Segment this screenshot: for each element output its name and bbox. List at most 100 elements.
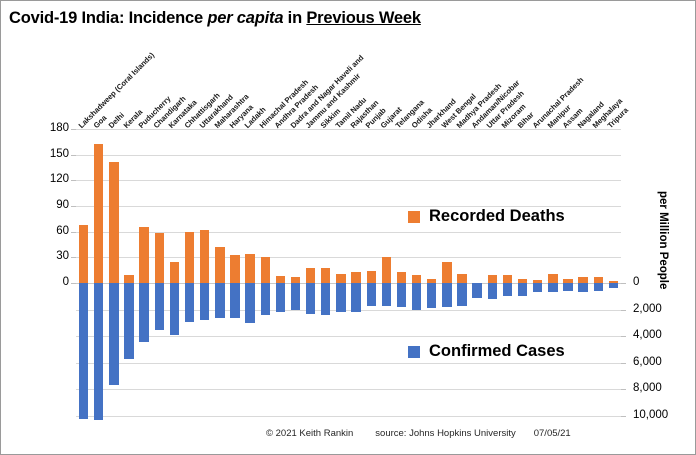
bar-recorded-deaths[interactable] [169,262,180,283]
bar-group[interactable] [502,129,513,416]
bar-recorded-deaths[interactable] [78,224,89,283]
bar-group[interactable] [230,129,240,416]
bar-recorded-deaths[interactable] [290,277,301,283]
bar-recorded-deaths[interactable] [184,231,195,283]
bar-recorded-deaths[interactable] [336,273,346,283]
bar-group[interactable] [94,129,104,420]
bar-recorded-deaths[interactable] [442,262,452,283]
bar-recorded-deaths[interactable] [321,268,331,283]
bar-confirmed-cases[interactable] [275,283,286,313]
bar-recorded-deaths[interactable] [533,280,543,283]
bar-confirmed-cases[interactable] [154,283,164,330]
bar-confirmed-cases[interactable] [94,283,104,420]
bar-recorded-deaths[interactable] [260,257,270,283]
bar-recorded-deaths[interactable] [427,278,437,283]
bar-confirmed-cases[interactable] [411,283,422,310]
bar-group[interactable] [154,129,164,416]
bar-group[interactable] [215,129,225,416]
bar-group[interactable] [442,129,452,416]
bar-recorded-deaths[interactable] [94,143,104,283]
bar-confirmed-cases[interactable] [366,283,376,306]
bar-confirmed-cases[interactable] [548,283,558,293]
bar-group[interactable] [548,129,558,416]
bar-confirmed-cases[interactable] [169,283,180,335]
bar-group[interactable] [517,129,528,416]
bar-group[interactable] [533,129,543,416]
bar-group[interactable] [472,129,482,416]
bar-confirmed-cases[interactable] [321,283,331,315]
bar-recorded-deaths[interactable] [593,277,603,283]
bar-group[interactable] [351,129,361,416]
bar-recorded-deaths[interactable] [199,229,210,283]
bar-group[interactable] [169,129,180,416]
bar-group[interactable] [563,129,573,416]
bar-group[interactable] [487,129,497,416]
bar-group[interactable] [381,129,392,416]
bar-confirmed-cases[interactable] [290,283,301,310]
bar-group[interactable] [457,129,467,416]
bar-group[interactable] [608,129,619,416]
bar-recorded-deaths[interactable] [548,273,558,283]
bar-group[interactable] [305,129,316,416]
bar-group[interactable] [366,129,376,416]
bar-group[interactable] [396,129,407,416]
bar-confirmed-cases[interactable] [184,283,195,322]
bar-confirmed-cases[interactable] [245,283,255,323]
bar-recorded-deaths[interactable] [109,161,119,283]
bar-group[interactable] [109,129,119,416]
bar-group[interactable] [78,129,89,419]
bar-confirmed-cases[interactable] [457,283,467,306]
bar-confirmed-cases[interactable] [427,283,437,309]
bar-group[interactable] [290,129,301,416]
bar-confirmed-cases[interactable] [381,283,392,306]
bar-confirmed-cases[interactable] [593,283,603,291]
bar-recorded-deaths[interactable] [366,271,376,283]
bar-confirmed-cases[interactable] [124,283,134,359]
bar-confirmed-cases[interactable] [487,283,497,299]
bar-recorded-deaths[interactable] [139,227,149,283]
bar-recorded-deaths[interactable] [563,278,573,283]
bar-recorded-deaths[interactable] [457,273,467,283]
bar-group[interactable] [427,129,437,416]
bar-recorded-deaths[interactable] [578,277,588,283]
bar-group[interactable] [336,129,346,416]
bar-group[interactable] [578,129,588,416]
bar-confirmed-cases[interactable] [230,283,240,318]
bar-recorded-deaths[interactable] [502,275,513,283]
bar-group[interactable] [124,129,134,416]
bar-recorded-deaths[interactable] [517,278,528,283]
bar-recorded-deaths[interactable] [396,271,407,283]
bar-group[interactable] [199,129,210,416]
bar-confirmed-cases[interactable] [139,283,149,342]
bar-recorded-deaths[interactable] [275,276,286,283]
bar-confirmed-cases[interactable] [442,283,452,307]
bar-recorded-deaths[interactable] [608,281,619,283]
bar-group[interactable] [245,129,255,416]
bar-recorded-deaths[interactable] [351,271,361,283]
bar-confirmed-cases[interactable] [351,283,361,313]
bar-confirmed-cases[interactable] [305,283,316,314]
bar-confirmed-cases[interactable] [109,283,119,386]
bar-confirmed-cases[interactable] [396,283,407,307]
bar-recorded-deaths[interactable] [215,247,225,283]
bar-confirmed-cases[interactable] [608,283,619,289]
bar-group[interactable] [593,129,603,416]
bar-recorded-deaths[interactable] [381,257,392,283]
bar-confirmed-cases[interactable] [533,283,543,293]
bar-recorded-deaths[interactable] [487,275,497,283]
bar-confirmed-cases[interactable] [199,283,210,321]
bar-recorded-deaths[interactable] [305,267,316,283]
bar-group[interactable] [260,129,270,416]
bar-recorded-deaths[interactable] [154,233,164,283]
bar-confirmed-cases[interactable] [472,283,482,298]
bar-confirmed-cases[interactable] [578,283,588,293]
bar-group[interactable] [411,129,422,416]
bar-recorded-deaths[interactable] [411,275,422,283]
bar-confirmed-cases[interactable] [78,283,89,419]
bar-recorded-deaths[interactable] [124,275,134,283]
bar-recorded-deaths[interactable] [245,253,255,283]
bar-confirmed-cases[interactable] [517,283,528,297]
bar-group[interactable] [184,129,195,416]
bar-confirmed-cases[interactable] [502,283,513,297]
bar-recorded-deaths[interactable] [230,254,240,283]
